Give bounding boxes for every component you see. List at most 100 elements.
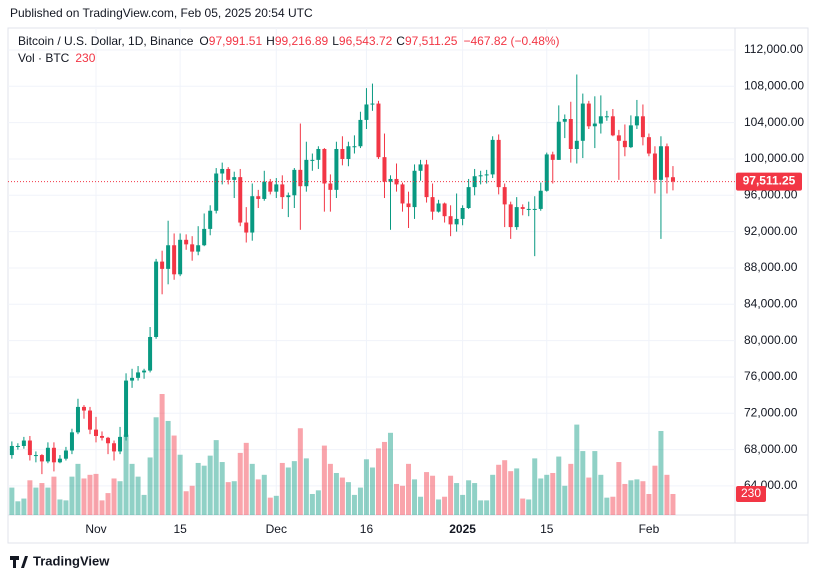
volume-bar — [207, 455, 213, 515]
volume-bar — [532, 458, 538, 515]
volume-bar — [201, 465, 207, 515]
candle-body — [63, 450, 68, 459]
y-tick-label: 100,000.00 — [744, 151, 804, 165]
volume-bar — [406, 463, 412, 515]
candle-body — [526, 208, 531, 210]
y-tick-label: 84,000.00 — [744, 296, 798, 310]
x-tick-label: Nov — [85, 522, 106, 536]
candle-body — [9, 445, 14, 456]
volume-bar — [129, 463, 135, 515]
volume-bar — [568, 463, 574, 515]
volume-bar — [171, 435, 177, 515]
candle-body — [286, 195, 291, 198]
candle-body — [580, 103, 585, 141]
volume-bar — [387, 432, 393, 515]
volume-bar — [442, 496, 448, 515]
candle-body — [316, 148, 321, 160]
volume-bar — [586, 477, 592, 515]
volume-bar — [261, 474, 267, 515]
ohlc-key: L — [332, 34, 339, 48]
volume-bar — [592, 451, 598, 515]
candle-body — [610, 116, 615, 136]
candle-body — [45, 447, 50, 462]
y-tick-label: 108,000.00 — [744, 78, 804, 92]
volume-bar — [225, 482, 231, 515]
candle-body — [508, 204, 513, 228]
ohlc-value: 97,991.51 — [209, 34, 263, 48]
volume-bar — [135, 476, 141, 515]
x-tick-label: 2025 — [449, 522, 476, 536]
ohlc-key: C — [396, 34, 405, 48]
volume-bar — [57, 499, 63, 515]
candle-body — [106, 437, 111, 444]
volume-bar — [219, 462, 225, 515]
candle-body — [250, 196, 255, 233]
volume-bar — [454, 483, 460, 515]
candle-body — [478, 175, 483, 177]
candle-body — [274, 184, 279, 192]
candle-body — [100, 435, 105, 438]
volume-bar — [195, 462, 201, 515]
candle-body — [382, 157, 387, 182]
volume-bar — [177, 454, 183, 515]
candle-body — [87, 410, 92, 430]
candle-body — [502, 187, 507, 205]
published-note: Published on TradingView.com, Feb 05, 20… — [10, 6, 313, 20]
candle-body — [256, 196, 261, 199]
candle-body — [442, 203, 447, 217]
candle-body — [622, 140, 627, 148]
y-tick-label: 76,000.00 — [744, 369, 798, 383]
candle-body — [394, 178, 399, 185]
grid-layer — [8, 28, 735, 515]
candle-body — [346, 146, 351, 159]
candle-body — [136, 372, 141, 378]
volume-bar — [610, 496, 616, 515]
volume-bar — [147, 457, 153, 515]
candle-body — [232, 177, 237, 180]
candle-body — [586, 103, 591, 127]
volume-bar — [418, 496, 424, 515]
volume-bar — [484, 500, 490, 515]
ohlc-key: O — [199, 34, 208, 48]
volume-bar — [267, 497, 273, 515]
volume-bar — [339, 477, 345, 515]
volume-bar — [520, 498, 526, 515]
candle-body — [358, 119, 363, 147]
volume-bar — [291, 461, 297, 515]
candle-body — [268, 181, 273, 192]
candle-body — [550, 154, 555, 160]
volume-title: Vol · BTC — [18, 51, 70, 65]
candle-layer — [9, 74, 675, 475]
y-tick-label: 88,000.00 — [744, 260, 798, 274]
candle-body — [166, 245, 171, 269]
volume-bar — [430, 475, 436, 515]
volume-bar — [189, 485, 195, 515]
candle-body — [154, 261, 159, 337]
volume-bar — [580, 451, 586, 515]
last-price-label: 97,511.25 — [743, 174, 796, 188]
volume-bar — [357, 487, 363, 515]
volume-bar — [45, 487, 51, 515]
y-tick-label: 92,000.00 — [744, 224, 798, 238]
volume-bar — [490, 474, 496, 515]
volume-bar — [616, 462, 622, 515]
candle-body — [592, 123, 597, 127]
candle-body — [454, 218, 459, 225]
candle-body — [334, 148, 339, 190]
volume-bar — [21, 498, 27, 515]
candle-body — [598, 116, 603, 124]
candle-body — [292, 169, 297, 196]
volume-bar — [544, 474, 550, 515]
candle-body — [178, 239, 183, 275]
candle-body — [490, 139, 495, 175]
candle-body — [190, 244, 195, 252]
candle-body — [514, 207, 519, 228]
candle-body — [466, 187, 471, 209]
candle-body — [430, 197, 435, 212]
candle-body — [574, 140, 579, 149]
volume-bar — [400, 485, 406, 515]
volume-bar — [622, 483, 628, 515]
candle-body — [112, 443, 117, 452]
volume-bar — [562, 485, 568, 515]
volume-bar — [237, 452, 243, 515]
